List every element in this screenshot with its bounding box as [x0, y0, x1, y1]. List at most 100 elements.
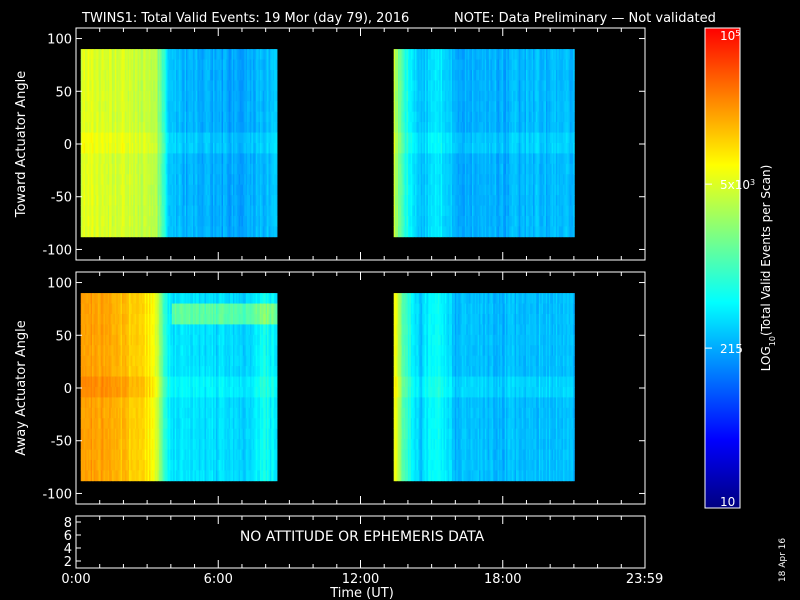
- heatmap-cell: [150, 226, 153, 238]
- heatmap-cell: [466, 90, 469, 102]
- heatmap-cell: [274, 59, 277, 71]
- heatmap-cell: [90, 366, 93, 377]
- heatmap-cell: [490, 80, 493, 92]
- heatmap-cell: [470, 80, 473, 92]
- heatmap-cell: [490, 184, 493, 196]
- heatmap-cell: [517, 122, 520, 133]
- heatmap-cell: [449, 153, 451, 165]
- heatmap-cell: [137, 49, 140, 60]
- heatmap-cell: [104, 132, 107, 144]
- heatmap-cell: [415, 205, 417, 217]
- heatmap-cell: [89, 122, 92, 133]
- heatmap-cell: [544, 174, 547, 186]
- heatmap-cell: [560, 142, 562, 154]
- heatmap-cell: [513, 69, 515, 81]
- heatmap-cell: [426, 205, 429, 217]
- heatmap-cell: [166, 90, 168, 102]
- heatmap-cell: [527, 101, 530, 113]
- heatmap-cell: [110, 205, 113, 217]
- heatmap-cell: [467, 205, 470, 217]
- heatmap-cell: [463, 111, 466, 123]
- heatmap-cell: [187, 90, 190, 102]
- heatmap-cell: [430, 90, 433, 102]
- heatmap-cell: [176, 59, 178, 71]
- heatmap-cell: [399, 90, 402, 102]
- heatmap-cell: [83, 366, 86, 377]
- heatmap-cell: [433, 69, 436, 81]
- heatmap-cell: [446, 153, 449, 165]
- heatmap-cell: [195, 205, 198, 217]
- heatmap-cell: [198, 132, 201, 144]
- heatmap-cell: [403, 163, 406, 175]
- heatmap-cell: [225, 122, 228, 133]
- heatmap-cell: [259, 49, 262, 60]
- heatmap-cell: [178, 226, 181, 238]
- heatmap-cell: [440, 142, 443, 154]
- heatmap-cell: [134, 205, 137, 217]
- heatmap-cell: [393, 122, 396, 133]
- heatmap-cell: [133, 215, 136, 227]
- heatmap-cell: [437, 122, 440, 133]
- heatmap-cell: [547, 195, 550, 206]
- heatmap-cell: [97, 59, 100, 71]
- heatmap-cell: [232, 69, 235, 81]
- heatmap-cell: [402, 205, 405, 217]
- heatmap-cell: [412, 226, 414, 238]
- heatmap-cell: [537, 205, 540, 217]
- heatmap-cell: [153, 111, 156, 123]
- heatmap-cell: [85, 428, 87, 440]
- heatmap-cell: [244, 122, 247, 133]
- heatmap-cell: [240, 153, 242, 165]
- heatmap-cell: [114, 59, 117, 71]
- heatmap-cell: [444, 226, 447, 238]
- heatmap-cell: [557, 215, 560, 227]
- heatmap-cell: [457, 111, 460, 123]
- heatmap-cell: [460, 132, 463, 144]
- heatmap-cell: [511, 174, 514, 186]
- heatmap-cell: [524, 122, 527, 133]
- heatmap-cell: [141, 184, 144, 196]
- heatmap-cell: [507, 132, 510, 144]
- heatmap-cell: [99, 122, 102, 133]
- heatmap-cell: [94, 122, 97, 133]
- heatmap-cell: [129, 49, 131, 60]
- heatmap-cell: [85, 449, 87, 461]
- heatmap-cell: [109, 122, 112, 133]
- heatmap-cell: [151, 101, 154, 113]
- heatmap-cell: [257, 59, 259, 71]
- heatmap-cell: [160, 80, 163, 92]
- heatmap-cell: [399, 142, 402, 154]
- heatmap-cell: [405, 101, 407, 113]
- heatmap-cell: [444, 90, 447, 102]
- heatmap-cell: [217, 215, 220, 227]
- heatmap-cell: [487, 80, 490, 92]
- heatmap-cell: [82, 122, 84, 133]
- heatmap-cell: [137, 122, 140, 133]
- heatmap-cell: [275, 142, 278, 154]
- heatmap-cell: [121, 122, 124, 133]
- heatmap-cell: [225, 142, 228, 154]
- heatmap-cell: [436, 122, 439, 133]
- heatmap-cell: [106, 205, 109, 217]
- heatmap-cell: [97, 215, 100, 227]
- heatmap-cell: [534, 49, 537, 60]
- heatmap-cell: [480, 132, 483, 144]
- heatmap-cell: [143, 215, 146, 227]
- heatmap-cell: [403, 153, 406, 165]
- heatmap-cell: [406, 215, 409, 227]
- heatmap-cell: [258, 195, 261, 206]
- heatmap-cell: [123, 142, 126, 154]
- heatmap-cell: [164, 122, 167, 133]
- heatmap-cell: [396, 69, 399, 81]
- heatmap-cell: [274, 163, 277, 175]
- heatmap-cell: [94, 90, 97, 102]
- heatmap-cell: [533, 184, 535, 196]
- heatmap-cell: [220, 215, 222, 227]
- heatmap-cell: [93, 428, 96, 440]
- heatmap-cell: [123, 153, 126, 165]
- heatmap-cell: [497, 174, 500, 186]
- heatmap-cell: [107, 132, 110, 144]
- heatmap-cell: [500, 226, 503, 238]
- heatmap-cell: [230, 59, 232, 71]
- heatmap-cell: [157, 122, 160, 133]
